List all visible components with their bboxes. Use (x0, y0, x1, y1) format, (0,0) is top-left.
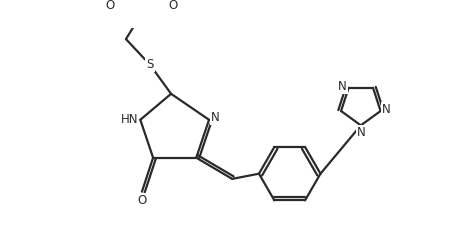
Text: O: O (137, 194, 147, 207)
Text: N: N (338, 80, 347, 93)
Text: HN: HN (121, 113, 138, 126)
Text: O: O (105, 0, 115, 12)
Text: O: O (169, 0, 178, 12)
Text: N: N (356, 126, 365, 139)
Text: N: N (211, 111, 219, 124)
Text: N: N (382, 103, 391, 116)
Text: S: S (146, 58, 153, 71)
